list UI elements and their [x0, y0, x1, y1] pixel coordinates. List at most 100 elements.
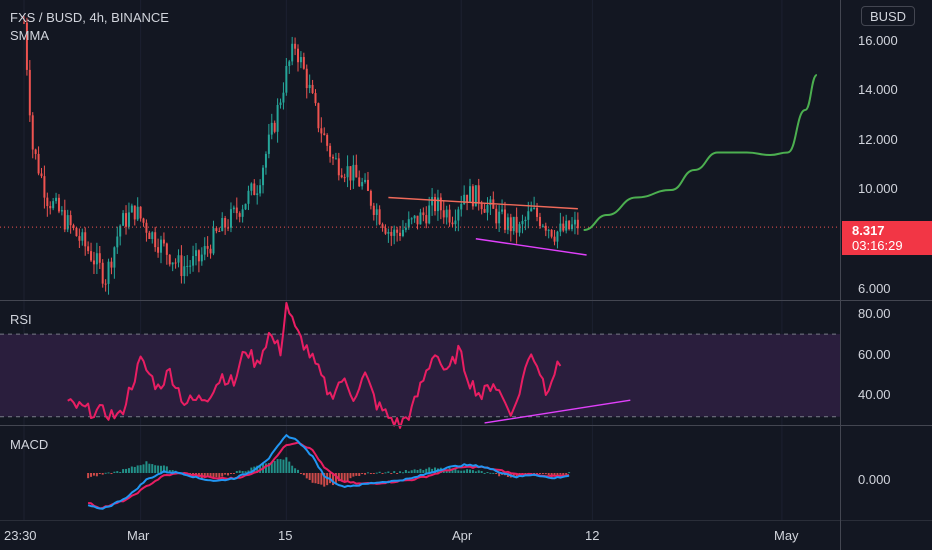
- macd-histogram-bar: [206, 473, 209, 477]
- candle-body: [75, 227, 78, 237]
- macd-label[interactable]: MACD: [10, 437, 49, 452]
- macd-histogram-bar: [562, 473, 565, 476]
- candle-body: [562, 223, 565, 231]
- macd-histogram-bar: [110, 473, 113, 475]
- candle-body: [279, 102, 282, 105]
- macd-histogram-bar: [413, 469, 416, 473]
- macd-pane[interactable]: [87, 434, 571, 510]
- macd-histogram-bar: [92, 473, 95, 476]
- candle-body: [186, 265, 189, 267]
- candle-body: [466, 194, 469, 202]
- macd-histogram-bar: [369, 473, 372, 475]
- candle-body: [416, 215, 419, 225]
- macd-histogram-bar: [224, 473, 227, 475]
- macd-histogram-bar: [142, 464, 145, 473]
- macd-histogram-bar: [323, 473, 326, 487]
- candle-body: [180, 255, 183, 277]
- macd-histogram-bar: [454, 468, 457, 473]
- candle-body: [46, 197, 49, 207]
- candle-body: [206, 246, 209, 249]
- candle-body: [145, 222, 148, 233]
- candle-body: [509, 217, 512, 232]
- macd-histogram-bar: [366, 472, 369, 474]
- candle-body: [253, 183, 256, 195]
- candle-body: [197, 250, 200, 262]
- candle-body: [480, 203, 483, 210]
- macd-histogram-bar: [466, 469, 469, 473]
- macd-histogram-bar: [133, 466, 136, 473]
- candle-body: [559, 223, 562, 232]
- candle-body: [87, 246, 90, 252]
- candle-body: [489, 199, 492, 206]
- rsi-tick: 60.00: [858, 347, 891, 362]
- candle-body: [329, 145, 332, 157]
- macd-histogram-bar: [538, 473, 541, 474]
- rsi-tick: 40.00: [858, 387, 891, 402]
- macd-histogram-bar: [264, 463, 267, 473]
- candle-body: [337, 158, 340, 176]
- macd-histogram-bar: [334, 473, 337, 484]
- candle-body: [442, 210, 445, 218]
- macd-histogram-bar: [434, 467, 437, 473]
- candle-body: [326, 134, 329, 146]
- macd-histogram-bar: [431, 468, 434, 473]
- candle-body: [297, 48, 300, 63]
- candle-body: [113, 247, 116, 268]
- macd-histogram-bar: [311, 473, 314, 483]
- macd-histogram-bar: [553, 473, 556, 476]
- macd-histogram-bar: [387, 471, 390, 473]
- candle-body: [177, 255, 180, 263]
- candle-body: [148, 232, 151, 240]
- time-tick: 12: [585, 528, 600, 543]
- candle-body: [221, 217, 224, 232]
- candle-body: [404, 227, 407, 230]
- macd-tick: 0.000: [858, 472, 891, 487]
- candle-body: [530, 208, 533, 212]
- rsi-label[interactable]: RSI: [10, 312, 32, 327]
- candle-body: [305, 68, 308, 89]
- candle-body: [92, 260, 95, 265]
- price-tick: 6.000: [858, 281, 891, 296]
- candle-body: [518, 224, 521, 233]
- macd-histogram-bar: [364, 473, 367, 475]
- macd-histogram-bar: [460, 470, 463, 473]
- currency-button[interactable]: BUSD: [861, 6, 915, 26]
- candle-body: [524, 219, 527, 222]
- macd-histogram-bar: [361, 473, 364, 474]
- macd-histogram-bar: [151, 464, 154, 473]
- candle-body: [212, 228, 215, 254]
- candle-body: [130, 205, 133, 213]
- candle-body: [384, 228, 387, 234]
- candle-body: [334, 158, 337, 160]
- candle-body: [311, 84, 314, 94]
- candle-body: [396, 229, 399, 233]
- candle-body: [399, 232, 402, 237]
- candle-body: [372, 205, 375, 215]
- candle-body: [565, 220, 568, 231]
- candle-body: [25, 22, 28, 70]
- candle-body: [116, 236, 119, 248]
- rsi-trendline: [484, 399, 631, 424]
- candle-body: [358, 177, 361, 187]
- candle-body: [81, 232, 84, 241]
- macd-histogram-bar: [471, 470, 474, 473]
- macd-histogram-bar: [308, 473, 311, 480]
- candle-body: [63, 210, 66, 230]
- candle-body: [60, 210, 63, 212]
- candle-body: [256, 193, 259, 195]
- candle-body: [495, 208, 498, 224]
- macd-histogram-bar: [148, 463, 151, 473]
- candle-body: [457, 209, 460, 221]
- candle-body: [72, 225, 75, 228]
- macd-histogram-bar: [515, 473, 518, 478]
- candle-body: [366, 179, 369, 191]
- rsi-pane[interactable]: [0, 301, 840, 429]
- candle-body: [43, 176, 46, 198]
- indicator-label[interactable]: SMMA: [10, 28, 49, 43]
- candle-body: [454, 220, 457, 225]
- candle-body: [174, 262, 177, 264]
- price-pane[interactable]: [0, 16, 840, 295]
- macd-histogram-bar: [568, 472, 571, 474]
- candle-body: [40, 173, 43, 177]
